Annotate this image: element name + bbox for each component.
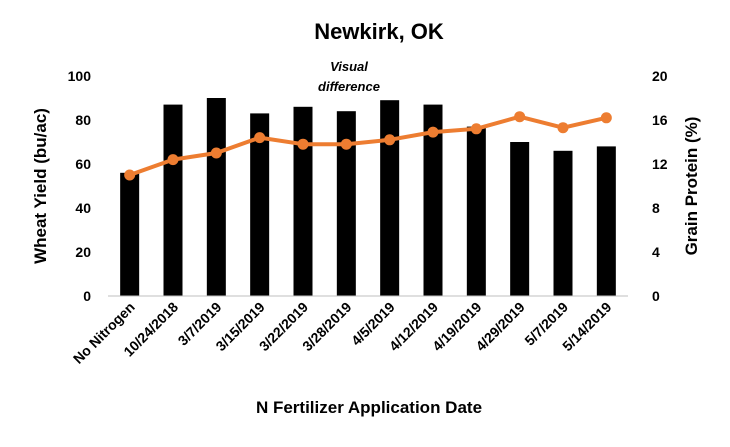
protein-point: [427, 126, 439, 138]
bar: [380, 100, 400, 296]
y-tick-label: 0: [83, 288, 91, 304]
bar: [466, 126, 486, 296]
bar: [553, 150, 573, 296]
y2-tick-label: 12: [652, 156, 668, 172]
bar: [206, 98, 226, 296]
bar: [423, 104, 443, 296]
y2-tick-label: 0: [652, 288, 660, 304]
y2-tick-label: 20: [652, 68, 668, 84]
y2-tick-label: 4: [652, 244, 660, 260]
protein-point: [557, 122, 569, 134]
bar: [510, 142, 530, 296]
protein-point: [470, 123, 482, 135]
bar: [596, 146, 616, 296]
bar: [293, 106, 313, 296]
bar: [250, 113, 270, 297]
chart-title: Newkirk, OK: [314, 19, 444, 44]
protein-point: [297, 138, 309, 150]
y-tick-label: 80: [75, 112, 91, 128]
protein-line: [127, 114, 609, 177]
protein-point: [167, 154, 179, 166]
protein-point: [514, 111, 526, 123]
y-tick-label: 20: [75, 244, 91, 260]
y-tick-label: 100: [68, 68, 92, 84]
protein-point: [340, 138, 352, 150]
protein-point: [124, 169, 136, 181]
annotation-line-2: difference: [318, 79, 380, 94]
protein-point: [254, 132, 266, 144]
annotation-line-1: Visual: [330, 59, 368, 74]
bar: [336, 111, 356, 296]
y2-tick-label: 16: [652, 112, 668, 128]
x-axis-title: N Fertilizer Application Date: [256, 398, 482, 417]
protein-point: [600, 112, 612, 124]
y2-axis-title: Grain Protein (%): [682, 117, 701, 256]
y-tick-label: 60: [75, 156, 91, 172]
y-tick-label: 40: [75, 200, 91, 216]
protein-point: [210, 147, 222, 159]
bar: [120, 172, 140, 296]
y-axis-title: Wheat Yield (bu/ac): [31, 108, 50, 264]
y2-tick-label: 8: [652, 200, 660, 216]
bar: [163, 104, 183, 296]
protein-point: [384, 134, 396, 146]
